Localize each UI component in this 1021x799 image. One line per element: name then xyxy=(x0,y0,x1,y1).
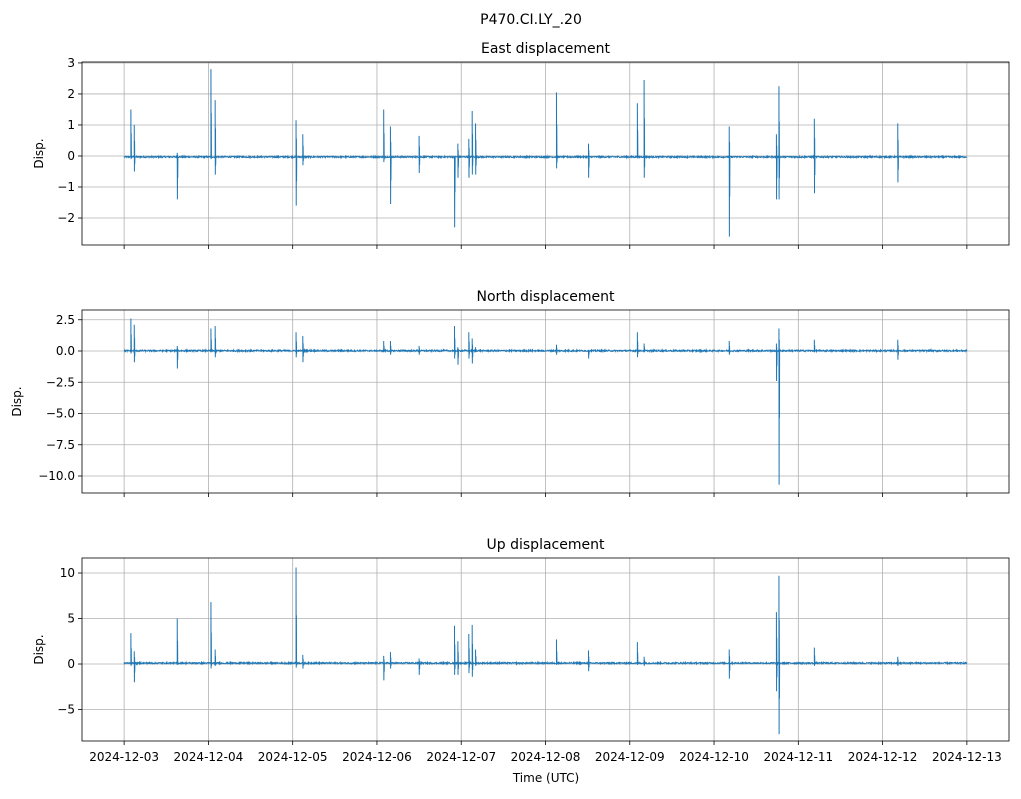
y-tick-label: 2.5 xyxy=(56,313,75,327)
panel-title: North displacement xyxy=(477,289,615,305)
panel-title: East displacement xyxy=(481,41,611,57)
y-tick-label: −2.5 xyxy=(46,375,75,389)
x-tick-label: 2024-12-04 xyxy=(174,750,244,764)
y-tick-label: 3 xyxy=(67,56,75,70)
y-tick-label: 0.0 xyxy=(56,344,75,358)
series-line-2 xyxy=(123,567,968,735)
y-tick-label: −5.0 xyxy=(46,407,75,421)
x-tick-label: 2024-12-09 xyxy=(595,750,665,764)
y-tick-label: 0 xyxy=(67,149,75,163)
y-tick-label: −10.0 xyxy=(38,469,75,483)
y-tick-label: 0 xyxy=(67,657,75,671)
x-tick-label: 2024-12-11 xyxy=(763,750,833,764)
figure-title: P470.CI.LY_.20 xyxy=(480,12,582,28)
series-line-0 xyxy=(123,69,968,237)
x-tick-label: 2024-12-07 xyxy=(426,750,496,764)
y-tick-label: −1 xyxy=(57,180,75,194)
x-axis-label: Time (UTC) xyxy=(512,771,579,785)
x-tick-label: 2024-12-08 xyxy=(511,750,581,764)
y-tick-label: −7.5 xyxy=(46,438,75,452)
y-tick-label: −5 xyxy=(57,703,75,717)
x-tick-label: 2024-12-03 xyxy=(89,750,159,764)
panel-title: Up displacement xyxy=(487,537,605,553)
y-tick-label: 10 xyxy=(60,566,75,580)
y-axis-label: Disp. xyxy=(10,386,24,416)
series-line-1 xyxy=(123,318,968,485)
y-tick-label: 5 xyxy=(67,612,75,626)
y-tick-label: 1 xyxy=(67,118,75,132)
y-axis-label: Disp. xyxy=(32,634,46,664)
x-tick-label: 2024-12-06 xyxy=(342,750,412,764)
x-tick-label: 2024-12-10 xyxy=(679,750,749,764)
x-tick-label: 2024-12-12 xyxy=(848,750,918,764)
y-tick-label: 2 xyxy=(67,87,75,101)
x-tick-label: 2024-12-13 xyxy=(932,750,1002,764)
y-tick-label: −2 xyxy=(57,211,75,225)
x-tick-label: 2024-12-05 xyxy=(258,750,328,764)
y-axis-label: Disp. xyxy=(32,138,46,168)
